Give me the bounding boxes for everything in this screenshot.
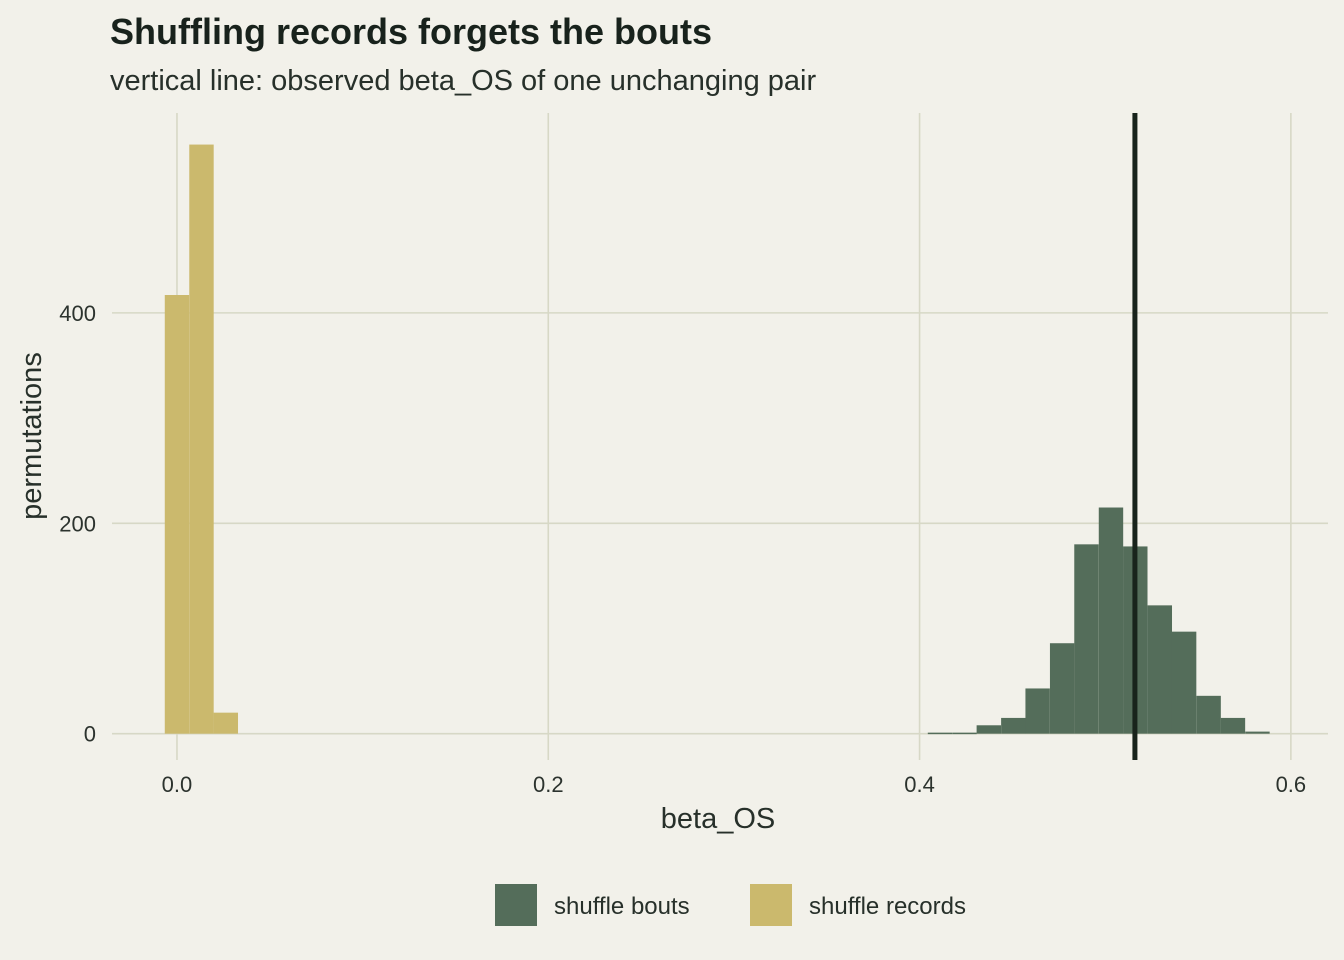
bar-shuffle-bouts bbox=[1196, 695, 1221, 734]
x-tick-label: 0.4 bbox=[904, 772, 935, 797]
bar-shuffle-bouts bbox=[1001, 717, 1026, 734]
bar-shuffle-bouts bbox=[952, 732, 977, 735]
y-tick-label: 200 bbox=[59, 511, 96, 536]
bar-shuffle-bouts bbox=[1049, 643, 1075, 734]
y-tick-label: 400 bbox=[59, 301, 96, 326]
bar-shuffle-bouts bbox=[1220, 717, 1246, 734]
bar-shuffle-bouts bbox=[1147, 605, 1173, 734]
x-tick-label: 0.0 bbox=[162, 772, 193, 797]
x-tick-label: 0.6 bbox=[1276, 772, 1307, 797]
legend: shuffle bouts shuffle records bbox=[495, 884, 966, 926]
bar-shuffle-records bbox=[213, 712, 239, 734]
x-axis-title: beta_OS bbox=[661, 803, 775, 835]
bar-shuffle-records bbox=[164, 295, 190, 734]
bar-shuffle-bouts bbox=[927, 732, 953, 735]
legend-key-shuffle-records bbox=[750, 884, 792, 926]
bar-shuffle-bouts bbox=[1074, 544, 1099, 734]
bar-shuffle-bouts bbox=[976, 725, 1002, 734]
y-tick-labels: 0 200 400 bbox=[59, 301, 96, 747]
bar-shuffle-bouts bbox=[1171, 631, 1197, 734]
bar-shuffle-bouts bbox=[1025, 688, 1050, 734]
x-tick-label: 0.2 bbox=[533, 772, 564, 797]
legend-label: shuffle records bbox=[809, 893, 966, 920]
y-tick-label: 0 bbox=[84, 722, 96, 747]
grid-lines bbox=[112, 113, 1328, 760]
bars-group bbox=[164, 144, 1270, 735]
bar-shuffle-bouts bbox=[1098, 507, 1124, 734]
bar-shuffle-bouts bbox=[1245, 731, 1270, 734]
x-tick-labels: 0.0 0.2 0.4 0.6 bbox=[162, 772, 1306, 797]
chart-title: Shuffling records forgets the bouts bbox=[110, 11, 712, 52]
bar-shuffle-records bbox=[189, 144, 214, 734]
legend-key-shuffle-bouts bbox=[495, 884, 537, 926]
y-axis-title: permutations bbox=[16, 352, 48, 520]
chart-subtitle: vertical line: observed beta_OS of one u… bbox=[110, 65, 816, 97]
legend-label: shuffle bouts bbox=[554, 893, 690, 920]
